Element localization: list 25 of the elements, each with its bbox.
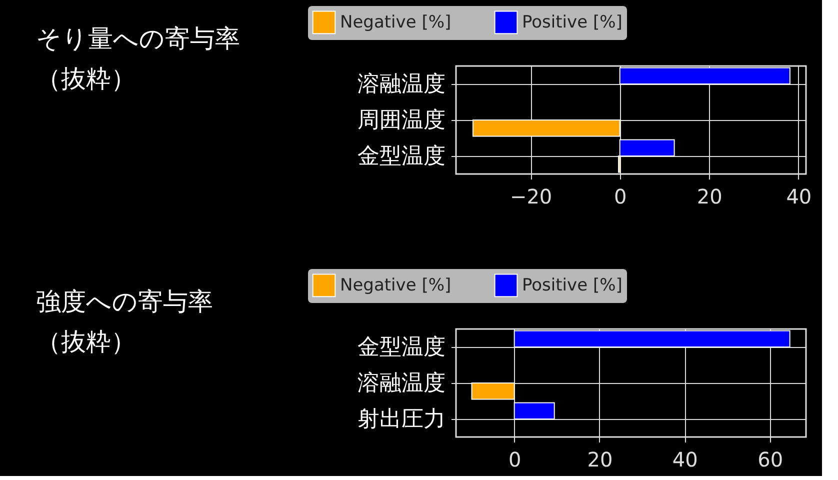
legend-label: Negative [%]	[340, 12, 452, 32]
x-tick-label: 20	[696, 184, 722, 208]
bar	[619, 67, 790, 84]
text: 強度への寄与率（抜粋）	[36, 287, 213, 356]
bar	[472, 120, 620, 137]
x-tick-label: 0	[614, 184, 627, 208]
bar	[514, 402, 555, 420]
x-tick-label: 40	[786, 184, 812, 208]
legend-label: Negative [%]	[340, 275, 452, 296]
text: そり量への寄与率（抜粋）	[36, 24, 240, 93]
x-tick-label: −20	[510, 184, 552, 208]
bar	[471, 382, 515, 400]
x-tick-label: 60	[758, 448, 784, 472]
x-tick-label: 40	[672, 448, 698, 472]
y-tick-label: 溶融温度	[358, 371, 446, 396]
legend-label: Positive [%]	[522, 275, 622, 296]
y-tick-label: 周囲温度	[358, 108, 446, 133]
legend-label: Positive [%]	[522, 12, 622, 32]
x-tick-label: 20	[587, 448, 613, 472]
y-tick-label: 金型温度	[358, 144, 446, 169]
x-tick-label: 0	[508, 448, 522, 472]
bar	[514, 330, 790, 348]
y-tick-label: 射出圧力	[358, 407, 446, 432]
y-tick-label: 溶融温度	[358, 72, 446, 97]
y-tick-label: 金型温度	[358, 335, 446, 360]
